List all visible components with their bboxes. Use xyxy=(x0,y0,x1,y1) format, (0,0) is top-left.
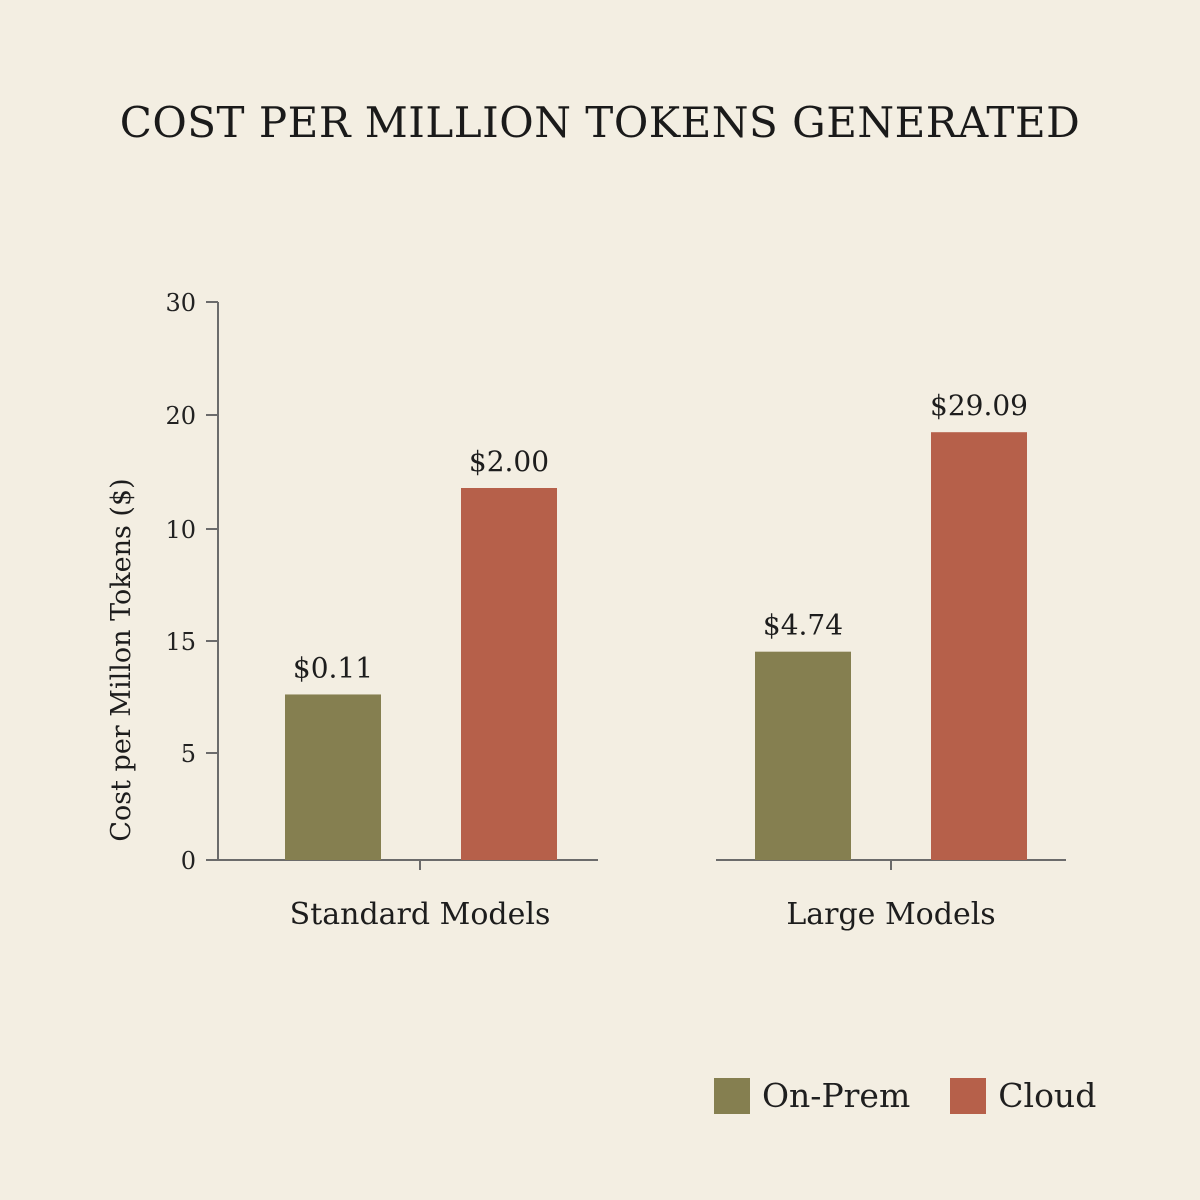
data-label: $2.00 xyxy=(469,445,549,478)
y-axis-title: Cost per Millon Tokens ($) xyxy=(106,478,137,841)
y-tick-label: 10 xyxy=(165,516,196,544)
x-axis: Standard Models Large Models xyxy=(218,859,1066,932)
legend: On-Prem Cloud xyxy=(714,1076,1096,1115)
y-tick-label: 0 xyxy=(181,847,196,875)
bar-cloud-0 xyxy=(461,488,557,860)
y-axis: 0 5 15 10 20 30 xyxy=(165,289,219,875)
bar-on-prem-0 xyxy=(285,694,381,860)
legend-label-on-prem: On-Prem xyxy=(762,1076,911,1115)
bar-on-prem-1 xyxy=(755,651,851,860)
legend-swatch-cloud xyxy=(950,1077,987,1114)
data-label: $29.09 xyxy=(930,389,1028,422)
y-tick-label: 15 xyxy=(165,628,196,656)
bars: $0.11 $4.74 $2.00 $29.09 xyxy=(285,389,1028,860)
legend-item-on-prem: On-Prem xyxy=(714,1076,910,1115)
x-category-label: Standard Models xyxy=(290,897,551,932)
y-tick-label: 30 xyxy=(165,289,196,317)
bar-cloud-1 xyxy=(931,432,1027,860)
y-tick-label: 20 xyxy=(165,402,196,430)
data-label: $0.11 xyxy=(293,651,373,684)
y-tick-label: 5 xyxy=(181,740,196,768)
legend-item-cloud: Cloud xyxy=(950,1076,1096,1115)
chart-title: COST PER MILLION TOKENS GENERATED xyxy=(119,98,1081,147)
legend-label-cloud: Cloud xyxy=(998,1076,1097,1115)
legend-swatch-on-prem xyxy=(714,1077,750,1114)
x-category-label: Large Models xyxy=(786,897,995,932)
data-label: $4.74 xyxy=(763,609,843,642)
